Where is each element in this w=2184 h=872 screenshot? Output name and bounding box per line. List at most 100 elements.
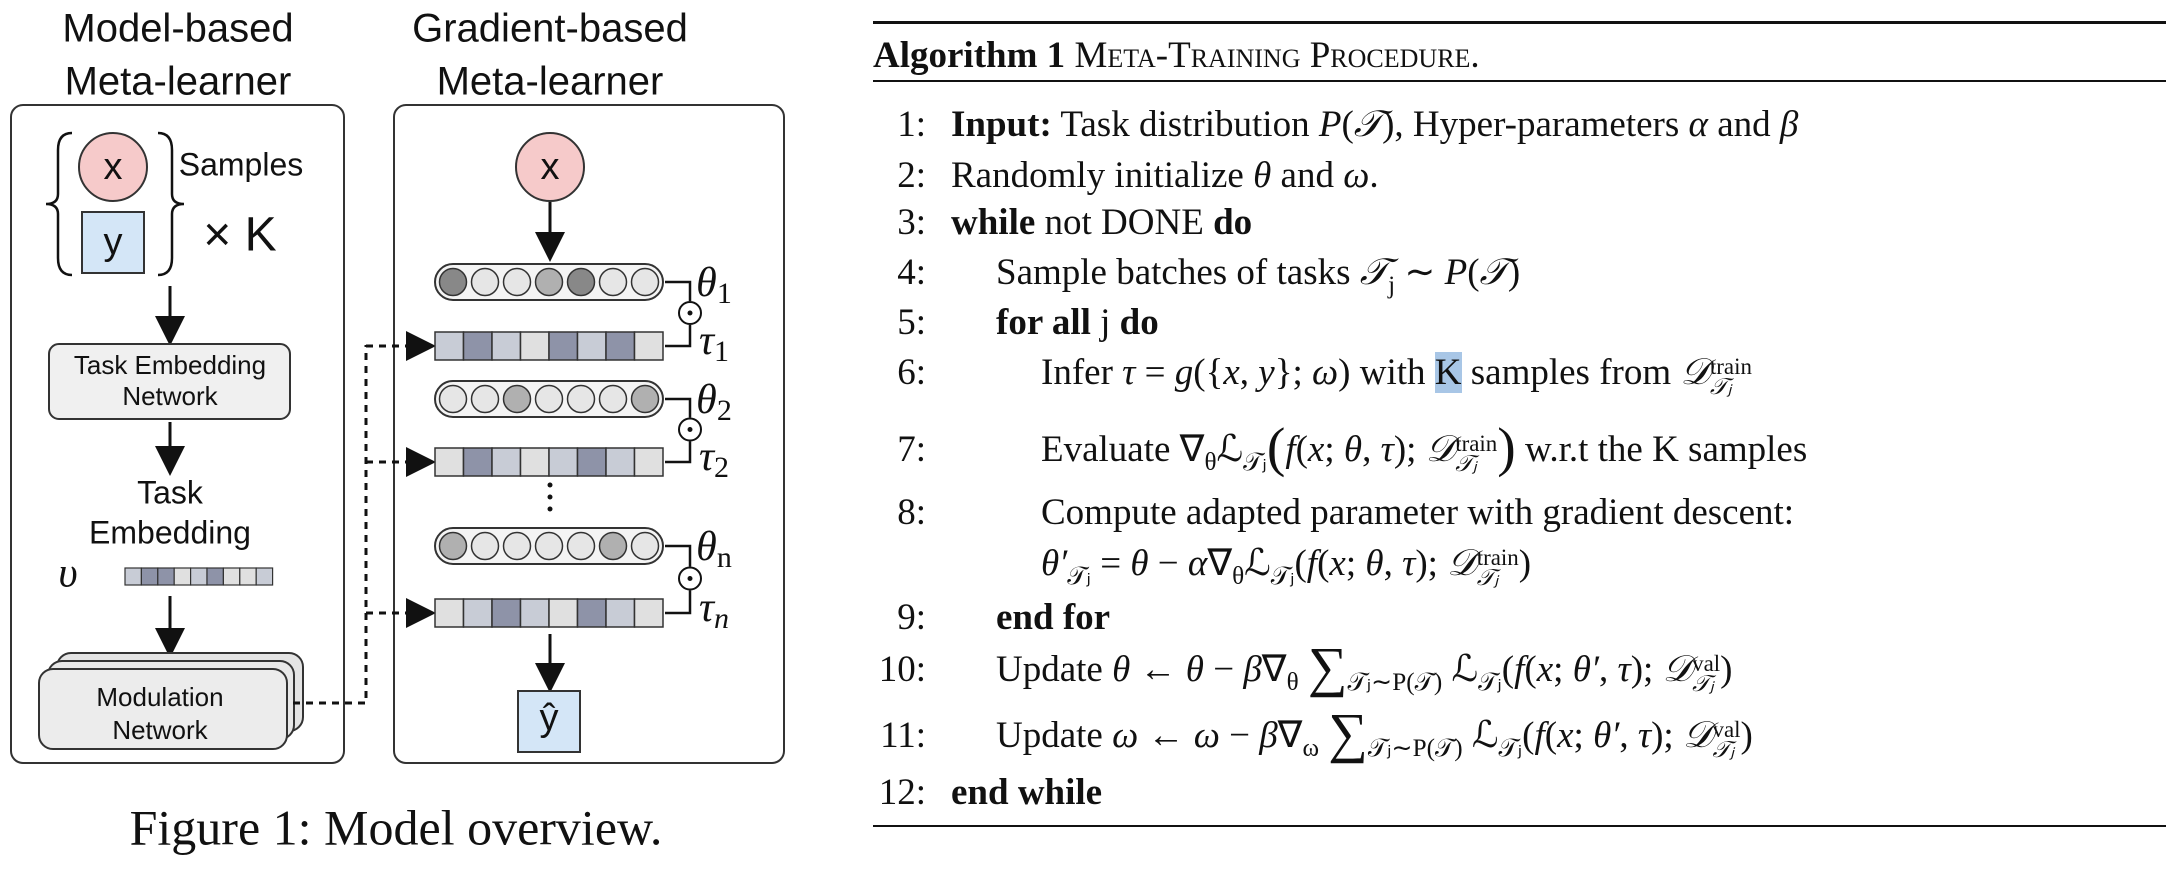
text-i: P [1318, 104, 1342, 145]
text-sub: j [1388, 271, 1396, 299]
text: samples from [1461, 352, 1681, 393]
text: ); [1415, 543, 1448, 584]
theta-symbol: θ [696, 377, 717, 423]
theta-label: θn [696, 524, 732, 574]
theta-symbol: θ [696, 524, 717, 570]
theta-unit [470, 384, 500, 414]
text-i: θ′ [1572, 649, 1599, 690]
text-i: x [1329, 543, 1346, 584]
text-i: τ [1637, 715, 1652, 756]
line-number: 6: [897, 352, 926, 393]
text-i: ω [1112, 715, 1139, 756]
left-brace [45, 131, 73, 277]
right-panel [393, 104, 785, 764]
box-label: Task Embedding [74, 350, 266, 380]
title-rule [873, 80, 2166, 82]
text: ) with [1338, 352, 1435, 393]
box-label: Modulation [96, 682, 223, 712]
text-b: Input: [951, 104, 1052, 145]
input-x: x [104, 146, 123, 188]
text-sub: 𝒯ⱼ∼P(𝒯) [1347, 668, 1443, 696]
theta-unit [630, 267, 660, 297]
text: ( [1317, 543, 1330, 584]
left-title: Meta-learner [65, 60, 292, 104]
bracket [665, 397, 692, 418]
tau-index: 2 [714, 451, 729, 484]
text-sub: 𝒯ⱼ [1243, 448, 1267, 476]
text: . [1369, 155, 1379, 196]
text: − [1219, 715, 1260, 756]
superscript: train [1709, 353, 1752, 379]
text-big: ( [1266, 417, 1286, 479]
text: Randomly initialize [951, 155, 1254, 196]
text: , [1383, 543, 1403, 584]
subscript: 𝒯ⱼ [1709, 374, 1732, 400]
text-b: end while [951, 772, 1103, 813]
text-sub: 𝒯ⱼ [1067, 562, 1091, 590]
output-box [517, 690, 581, 753]
text-i: τ [1380, 429, 1394, 470]
modulation-op-dot [687, 576, 693, 581]
theta-unit [598, 531, 628, 561]
sup-sub: train 𝒯ⱼ [1477, 546, 1519, 589]
text-i: τ [1122, 352, 1136, 393]
text-i: x [1307, 429, 1325, 470]
algorithm-label: Algorithm 1 [873, 35, 1066, 76]
text-big: ∑ [1328, 703, 1368, 765]
text: ( [1341, 104, 1354, 145]
line-number: 5: [897, 302, 926, 343]
text: ∇ [1207, 543, 1233, 584]
text: ), Hyper-parameters [1382, 104, 1689, 145]
tau-cell [548, 331, 579, 361]
text: ( [1524, 649, 1537, 690]
text-i: τ [1617, 649, 1631, 690]
superscript: val [1712, 716, 1741, 742]
text-i: f [1514, 649, 1525, 690]
text: }; [1274, 352, 1313, 393]
modulation-op-dot [687, 310, 693, 316]
theta-unit [598, 384, 628, 414]
text: Update [996, 715, 1113, 756]
subscript: 𝒯ⱼ [1712, 737, 1735, 763]
text-b: while [951, 202, 1036, 243]
ellipsis-dot [547, 482, 553, 488]
text-i: x [1536, 649, 1554, 690]
theta-unit [502, 384, 532, 414]
theta-unit [630, 531, 660, 561]
text-sub: 𝒯ⱼ [1478, 668, 1502, 696]
right-title: Meta-learner [437, 60, 664, 104]
left-panel [10, 104, 345, 764]
tau-cell [633, 447, 664, 477]
text-i: θ [1112, 649, 1131, 690]
theta-unit [470, 531, 500, 561]
theta-unit [598, 267, 628, 297]
box-label: Network [122, 381, 218, 411]
figure: Model-based Meta-learner Gradient-based … [10, 7, 785, 855]
text: ( [1295, 429, 1308, 470]
tau-cell [576, 598, 607, 628]
bottom-rule [873, 825, 2166, 827]
embedding-cell [255, 567, 274, 586]
superscript: val [1692, 650, 1721, 676]
tau-symbol: τ [699, 585, 716, 631]
text: ( [1501, 649, 1515, 690]
line-number: 2: [897, 155, 926, 196]
right-brace [157, 131, 185, 277]
algorithm-line: Randomly initialize θ and ω. [951, 154, 1379, 198]
text: ; [1553, 649, 1573, 690]
text-sub: θ [1204, 448, 1217, 476]
superscript: train [1455, 430, 1498, 456]
theta-index: 2 [717, 394, 732, 427]
line-number: 8: [897, 492, 926, 533]
theta-unit [566, 531, 596, 561]
algorithm-line: for all j do [996, 301, 1159, 345]
text-i: y [1258, 352, 1275, 393]
bracket [665, 280, 692, 301]
tau-index: 1 [714, 335, 729, 368]
theta-unit [534, 267, 564, 297]
theta-symbol: θ [696, 260, 717, 306]
tau-cell [576, 331, 607, 361]
text-i: α [1688, 104, 1708, 145]
text: ∇ [1261, 649, 1287, 690]
